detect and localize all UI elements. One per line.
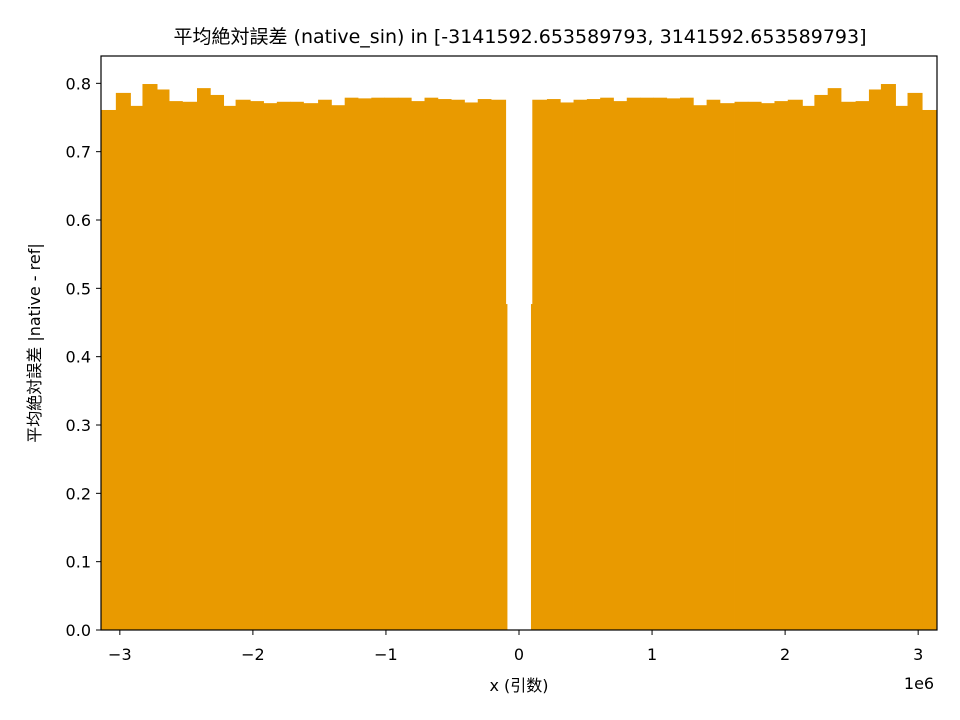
y-tick-label: 0.4 (66, 348, 91, 367)
histogram-bar (424, 97, 439, 630)
histogram-bar (880, 84, 896, 631)
y-tick-label: 0.8 (66, 74, 91, 93)
histogram-bar (464, 102, 479, 630)
histogram-bar (223, 105, 236, 631)
histogram-bar (640, 97, 654, 630)
y-tick-label: 0.0 (66, 621, 91, 640)
histogram-bar (600, 97, 614, 630)
histogram-bar (303, 103, 319, 630)
histogram-bar (477, 99, 492, 631)
x-axis: −3 −2 −1 0 1 2 3 (108, 630, 923, 664)
histogram-bar (530, 304, 533, 630)
y-tick-label: 0.7 (66, 143, 91, 162)
histogram-bar (169, 101, 183, 631)
histogram-bar (868, 89, 882, 630)
histogram-bar (719, 103, 735, 630)
y-tick-label: 0.6 (66, 211, 91, 230)
chart-title: 平均絶対誤差 (native_sin) in [-3141592.6535897… (174, 26, 867, 48)
histogram-bar (157, 89, 170, 630)
histogram-bar (802, 105, 815, 631)
histogram-bar (840, 101, 857, 631)
histogram-bar (706, 99, 721, 630)
histogram-bar (276, 101, 291, 631)
histogram-bar (491, 99, 507, 630)
x-tick-label: −2 (241, 645, 265, 664)
bars-group (101, 84, 938, 631)
y-tick-label: 0.5 (66, 279, 91, 298)
histogram-bar (573, 99, 588, 630)
y-axis-label: 平均絶対誤差 |native - ref| (25, 243, 44, 443)
histogram-bar (666, 98, 681, 630)
histogram-bar (142, 84, 158, 631)
x-tick-label: −1 (374, 645, 398, 664)
histogram-bar (747, 101, 762, 631)
x-tick-label: −3 (108, 645, 132, 664)
histogram-bar (182, 101, 198, 631)
histogram-bar (626, 97, 641, 630)
histogram-bar (331, 105, 346, 630)
histogram-bar (922, 109, 938, 630)
y-axis: 0.0 0.1 0.2 0.3 0.4 0.5 0.6 0.7 0.8 (66, 74, 101, 640)
histogram-bar (546, 99, 561, 631)
x-tick-label: 2 (780, 645, 790, 664)
histogram-bar (318, 99, 332, 630)
y-tick-label: 0.2 (66, 484, 91, 503)
histogram-bar (451, 99, 465, 630)
histogram-bar (371, 97, 386, 630)
histogram-bar (130, 105, 143, 631)
histogram-bar (653, 97, 668, 630)
histogram-bar (560, 102, 574, 630)
histogram-bar (397, 97, 412, 630)
histogram-bar (250, 101, 264, 631)
histogram-bar (197, 88, 211, 630)
histogram-bar (263, 103, 278, 630)
histogram-bar (115, 92, 131, 630)
histogram-bar (384, 97, 399, 630)
histogram-bar (210, 94, 225, 630)
histogram-bar (411, 101, 425, 631)
histogram-bar (855, 101, 870, 631)
histogram-bar (290, 101, 304, 631)
histogram-bar (693, 105, 708, 630)
histogram-bar (679, 97, 694, 630)
histogram-bar (774, 101, 789, 631)
histogram-bar (907, 92, 923, 630)
histogram-bar (895, 105, 908, 631)
histogram-bar (814, 94, 829, 630)
histogram-bar (734, 101, 749, 631)
histogram-bar (344, 97, 359, 630)
histogram-bar (235, 99, 251, 630)
histogram-bar (586, 99, 601, 631)
x-axis-offset-label: 1e6 (904, 674, 934, 693)
histogram-bar (532, 99, 548, 630)
x-tick-label: 1 (647, 645, 657, 664)
histogram-bar (613, 101, 628, 631)
histogram-bar (827, 88, 842, 630)
x-tick-label: 3 (913, 645, 923, 664)
histogram-bar (787, 99, 803, 630)
histogram-bar (761, 103, 775, 630)
histogram-bar (101, 109, 117, 630)
histogram-bar (437, 99, 452, 631)
histogram-bar (358, 98, 372, 630)
y-tick-label: 0.1 (66, 553, 91, 572)
histogram-bar (505, 304, 508, 630)
x-tick-label: 0 (514, 645, 524, 664)
y-tick-label: 0.3 (66, 416, 91, 435)
x-axis-label: x (引数) (489, 676, 548, 695)
